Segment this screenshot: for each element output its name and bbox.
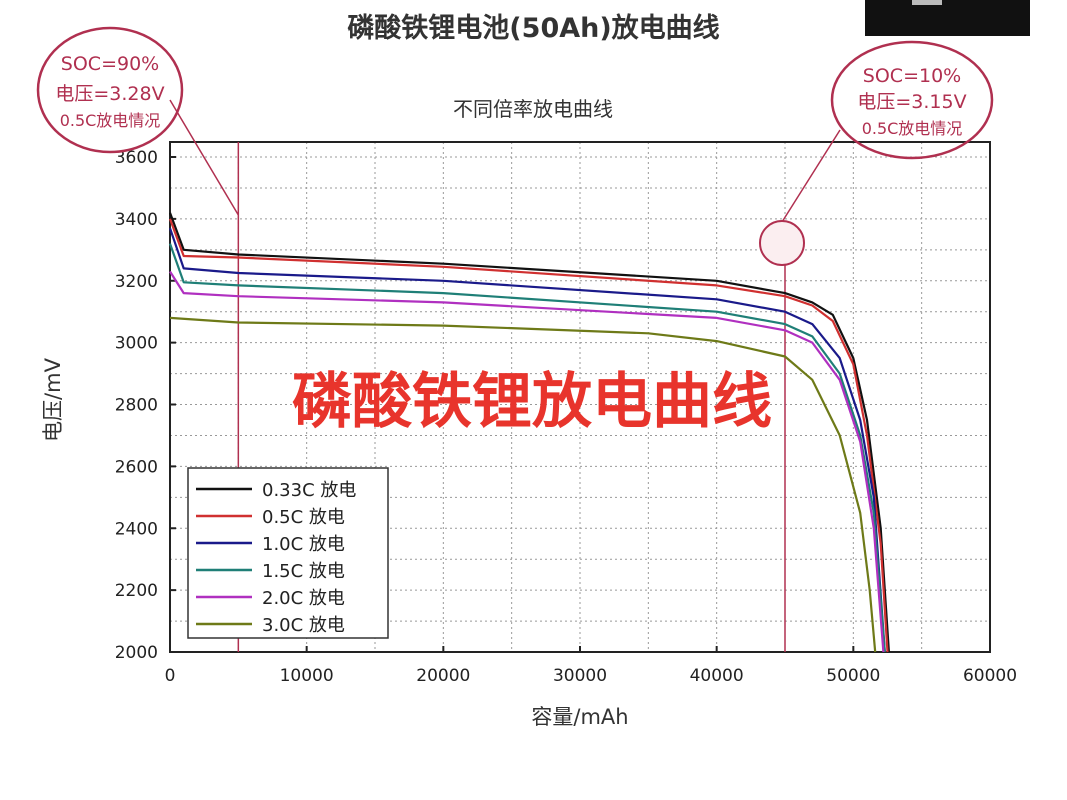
legend-label: 0.33C 放电 [262,480,356,501]
annotation-leader [781,129,841,223]
legend-label: 3.0C 放电 [262,615,345,636]
annotation-text: 0.5C放电情况 [862,119,963,138]
annotation-circle [830,40,994,160]
y-tick-label: 3400 [115,210,158,230]
x-axis-label: 容量/mAh [531,705,628,729]
series-line-2 [168,227,886,653]
x-tick-label: 50000 [826,666,880,686]
x-tick-label: 10000 [280,666,334,686]
annotation-leader [169,99,239,216]
x-tick-label: 40000 [690,666,744,686]
legend-box [187,467,389,639]
corner-mark [912,0,942,5]
legend-label: 1.0C 放电 [262,534,345,555]
annotation-text: 电压=3.15V [857,91,966,113]
x-tick-label: 20000 [416,666,470,686]
corner-overlay [865,0,1030,36]
y-tick-label: 2200 [115,581,158,601]
annotation-text: 电压=3.28V [55,83,164,105]
y-tick-label: 2800 [115,396,158,416]
main-title: 磷酸铁锂电池(50Ah)放电曲线 [347,13,720,44]
x-tick-label: 0 [165,666,176,686]
series-line-0 [168,212,890,653]
y-tick-label: 3600 [115,148,158,168]
annotation-text: SOC=90% [61,53,159,75]
x-tick-label: 30000 [553,666,607,686]
series-line-3 [168,243,886,653]
series-line-5 [169,316,877,653]
annotation-text: 0.5C放电情况 [60,111,161,130]
y-tick-label: 2600 [115,457,158,477]
small-annotation-circle [759,220,805,266]
legend-label: 0.5C 放电 [262,507,345,528]
y-tick-label: 2400 [115,519,158,539]
overlay-title: 磷酸铁锂放电曲线 [292,367,772,437]
y-tick-label: 3200 [115,272,158,292]
series-line-4 [169,270,885,653]
legend-label: 2.0C 放电 [262,588,345,609]
chart-title: 不同倍率放电曲线 [453,97,613,121]
series-line-1 [168,218,889,653]
y-tick-label: 3000 [115,334,158,354]
annotation-text: SOC=10% [863,65,961,87]
annotation-circle [36,26,184,154]
y-axis-label: 电压/mV [41,357,65,442]
legend-label: 1.5C 放电 [262,561,345,582]
y-tick-label: 2000 [115,643,158,663]
x-tick-label: 60000 [963,666,1017,686]
